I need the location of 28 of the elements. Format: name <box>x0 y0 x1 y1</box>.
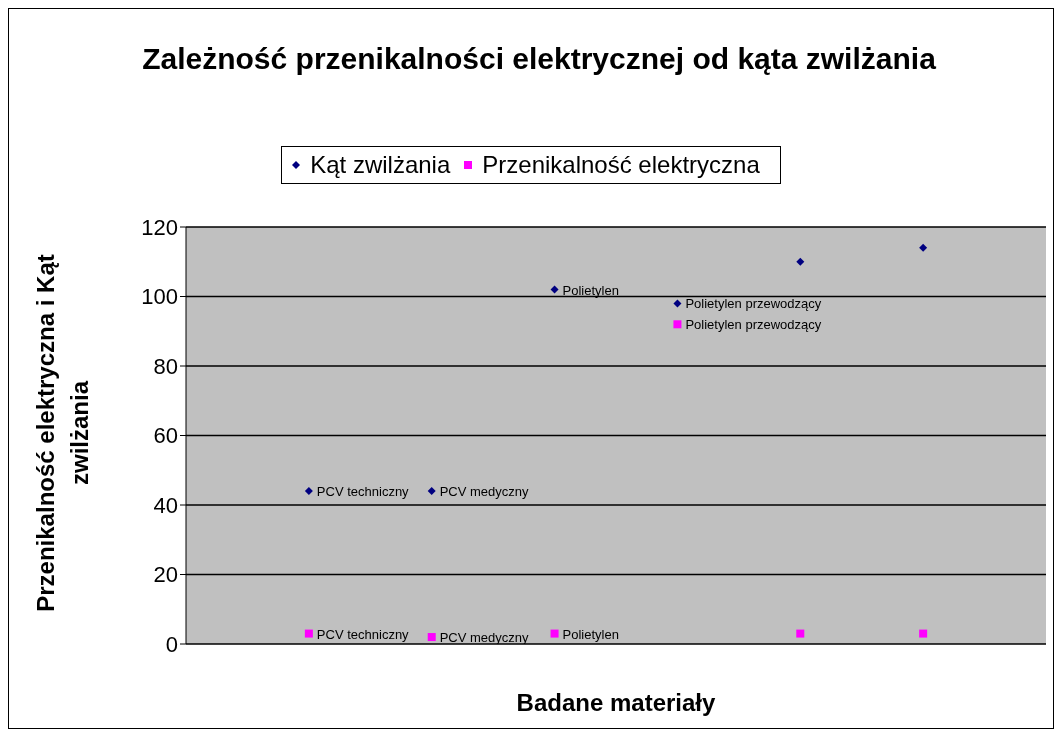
point <box>673 299 682 308</box>
y-tick-label: 60 <box>153 423 178 449</box>
category-label: Polietylen przewodzący <box>685 317 822 333</box>
y-axis-title: Przenikalność elektryczna i Kąt zwilżania <box>31 253 94 614</box>
legend-label: Kąt zwilżania <box>309 151 451 179</box>
point <box>427 487 436 496</box>
y-tick-label: 40 <box>153 492 178 518</box>
y-tick-label: 80 <box>153 353 178 379</box>
y-tick-label: 100 <box>141 284 178 310</box>
point <box>550 629 559 638</box>
point <box>796 257 805 266</box>
y-tick-label: 0 <box>165 631 178 657</box>
point <box>919 243 928 252</box>
point <box>304 487 313 496</box>
x-axis-title: Badane materiały <box>515 689 717 717</box>
point <box>550 285 559 294</box>
category-label: PCV techniczny <box>316 626 409 642</box>
chart-title: Zależność przenikalności elektrycznej od kąta zwilżania <box>141 41 937 77</box>
point <box>919 629 928 638</box>
point <box>304 629 313 638</box>
point <box>673 320 682 329</box>
y-tick-label: 120 <box>141 214 178 240</box>
category-label: Polietylen <box>562 626 619 642</box>
y-tick-label: 20 <box>153 562 178 588</box>
point <box>796 629 805 638</box>
category-label: PCV medyczny <box>439 630 529 646</box>
legend-label: Przenikalność elektryczna <box>481 151 760 179</box>
point <box>427 633 436 642</box>
